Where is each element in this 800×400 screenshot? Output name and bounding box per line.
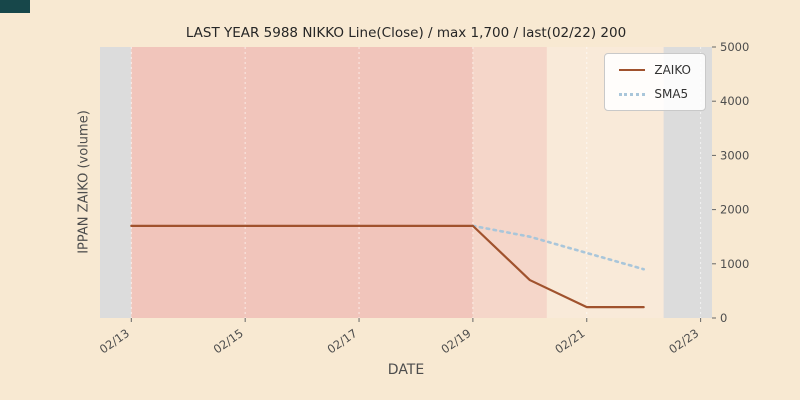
x-axis-label: DATE [387,362,425,378]
series-line-zaiko [130,224,645,309]
y-tick-label: 5000 [720,40,749,54]
legend-item-zaiko: ZAIKO [619,63,691,77]
series-line-sma5 [471,224,645,271]
x-tick-label: 02/17 [325,326,360,356]
legend-label-zaiko: ZAIKO [654,63,691,77]
y-tick-label: 4000 [720,94,749,108]
x-tick-label: 02/19 [438,326,473,356]
legend-label-sma5: SMA5 [654,87,689,101]
sma5-line-swatch [619,92,646,96]
background-band [100,47,132,318]
x-tick-label: 02/15 [211,326,246,356]
x-tick-label: 02/13 [97,326,132,356]
x-tick-label: 02/21 [552,326,587,356]
y-tick-label: 2000 [720,203,749,217]
zaiko-line-swatch [619,69,646,71]
y-tick-label: 0 [720,311,727,325]
background-band [131,47,473,318]
x-tick-label: 02/23 [666,326,701,356]
background-band [472,47,547,318]
corner-marker [0,0,30,13]
y-tick-label: 1000 [720,257,749,271]
y-tick-label: 3000 [720,148,749,162]
legend-item-sma5: SMA5 [619,87,691,101]
legend: ZAIKO SMA5 [604,53,706,111]
chart-title: LAST YEAR 5988 NIKKO Line(Close) / max 1… [185,25,627,41]
